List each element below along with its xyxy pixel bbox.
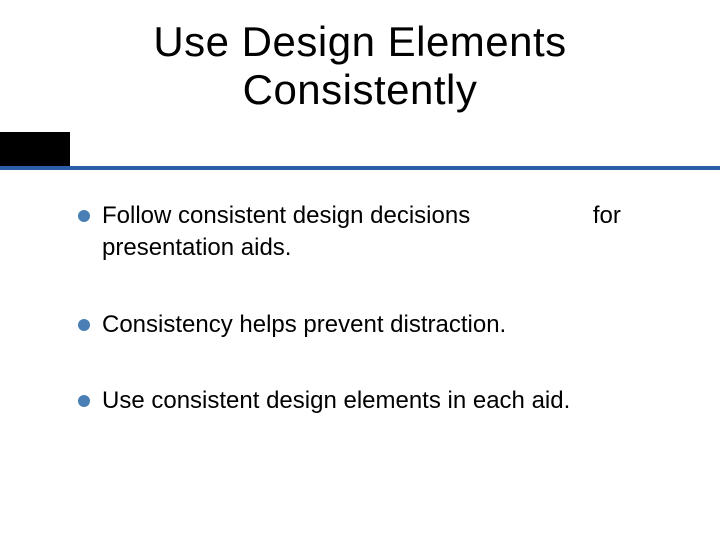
slide-title: Use Design Elements Consistently bbox=[0, 0, 720, 115]
bullet-icon bbox=[78, 395, 90, 407]
divider-box bbox=[0, 132, 70, 168]
divider-line bbox=[0, 166, 720, 170]
title-line-2: Consistently bbox=[243, 66, 478, 113]
slide: Use Design Elements Consistently Follow … bbox=[0, 0, 720, 540]
bullet-item: Follow consistent design decisions for p… bbox=[78, 200, 678, 265]
bullet-item: Use consistent design elements in each a… bbox=[78, 385, 678, 417]
bullet-text-part-b: for bbox=[593, 202, 621, 229]
bullet-icon bbox=[78, 210, 90, 222]
title-line-1: Use Design Elements bbox=[153, 18, 566, 65]
bullet-text: Use consistent design elements in each a… bbox=[102, 387, 570, 414]
content-area: Follow consistent design decisions for p… bbox=[78, 200, 678, 462]
bullet-icon bbox=[78, 319, 90, 331]
bullet-text-wrap: presentation aids. bbox=[102, 234, 291, 261]
bullet-item: Consistency helps prevent distraction. bbox=[78, 309, 678, 341]
bullet-text-part-a: Follow consistent design decisions bbox=[102, 202, 470, 229]
bullet-text: Consistency helps prevent distraction. bbox=[102, 311, 506, 338]
